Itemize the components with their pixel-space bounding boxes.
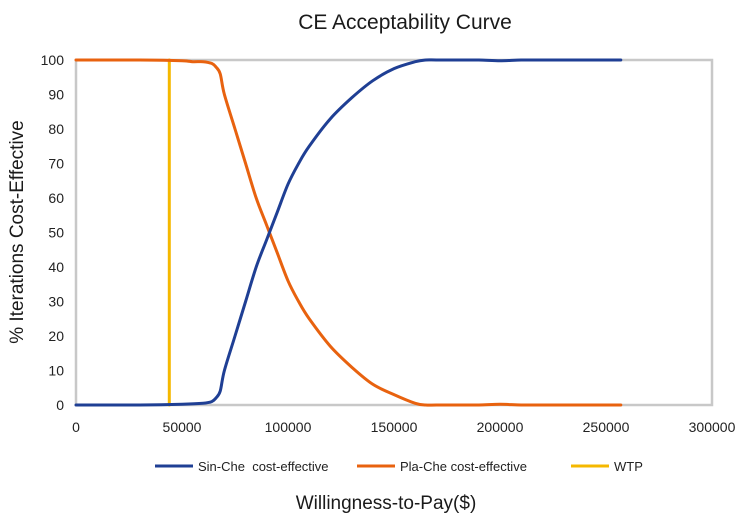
y-tick-label: 70 [48, 156, 64, 172]
legend-label-wtp: WTP [614, 459, 643, 474]
x-tick-label: 200000 [477, 419, 524, 435]
series-line-sin-che-cost-effective [74, 58, 623, 407]
y-axis-title: % Iterations Cost-Effective [7, 120, 28, 344]
plot-area-frame [74, 58, 714, 407]
x-tick-label: 0 [72, 419, 80, 435]
y-tick-label: 50 [48, 225, 64, 241]
legend-label-sin-che-cost-effective: Sin-Che cost-effective [198, 459, 329, 474]
x-tick-label: 150000 [371, 419, 418, 435]
legend-label-pla-che-cost-effective: Pla-Che cost-effective [400, 459, 527, 474]
x-axis-title: Willingness-to-Pay($) [296, 493, 477, 514]
y-tick-label: 30 [48, 294, 64, 310]
y-tick-label: 40 [48, 259, 64, 275]
y-tick-label: 10 [48, 363, 64, 379]
y-tick-label: 60 [48, 190, 64, 206]
y-tick-label: 80 [48, 121, 64, 137]
series-line-pla-che-cost-effective [74, 58, 623, 407]
x-axis-ticks: 0 50000 100000 150000 200000 250000 300000 [72, 419, 735, 435]
legend: Sin-Che cost-effective Pla-Che cost-effec… [155, 459, 643, 474]
x-tick-label: 300000 [689, 419, 736, 435]
y-tick-label: 0 [56, 397, 64, 413]
x-tick-label: 250000 [583, 419, 630, 435]
x-tick-label: 100000 [265, 419, 312, 435]
y-tick-label: 90 [48, 87, 64, 103]
chart-title: CE Acceptability Curve [298, 11, 512, 34]
x-tick-label: 50000 [163, 419, 202, 435]
series-lines [74, 58, 623, 407]
y-tick-label: 20 [48, 328, 64, 344]
y-tick-label: 100 [41, 52, 65, 68]
y-axis-ticks: 0 10 20 30 40 50 60 70 80 90 100 [41, 52, 65, 413]
